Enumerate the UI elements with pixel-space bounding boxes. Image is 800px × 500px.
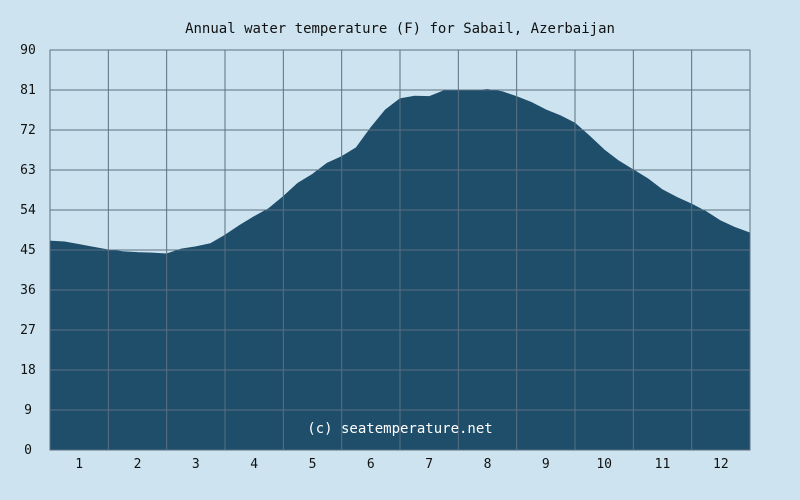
- x-axis: 1 2 3 4 5 6 7 8 9 10 11 12: [75, 457, 728, 472]
- y-tick-label: 54: [20, 203, 36, 218]
- y-tick-label: 0: [24, 443, 32, 458]
- x-tick-label: 1: [75, 457, 83, 472]
- y-tick-label: 90: [20, 43, 36, 58]
- plot-border: [49, 49, 751, 451]
- x-tick-label: 2: [134, 457, 142, 472]
- x-tick-label: 3: [192, 457, 200, 472]
- x-tick-label: 7: [425, 457, 433, 472]
- x-tick-label: 12: [713, 457, 729, 472]
- y-tick-label: 63: [20, 163, 36, 178]
- y-axis: 0 9 18 27 36 45 54 63 72 81 90: [20, 43, 36, 458]
- x-tick-label: 9: [542, 457, 550, 472]
- y-tick-label: 18: [20, 363, 36, 378]
- x-tick-label: 5: [309, 457, 317, 472]
- x-tick-label: 4: [250, 457, 258, 472]
- y-tick-label: 45: [20, 243, 36, 258]
- y-tick-label: 9: [24, 403, 32, 418]
- x-tick-label: 11: [655, 457, 671, 472]
- x-tick-label: 10: [596, 457, 612, 472]
- chart-title: Annual water temperature (F) for Sabail,…: [185, 21, 615, 37]
- y-tick-label: 27: [20, 323, 36, 338]
- y-tick-label: 72: [20, 123, 36, 138]
- y-tick-label: 36: [20, 283, 36, 298]
- x-tick-label: 6: [367, 457, 375, 472]
- y-tick-label: 81: [20, 83, 36, 98]
- x-tick-label: 8: [484, 457, 492, 472]
- watermark: (c) seatemperature.net: [307, 421, 492, 437]
- grid-layer: [49, 49, 751, 451]
